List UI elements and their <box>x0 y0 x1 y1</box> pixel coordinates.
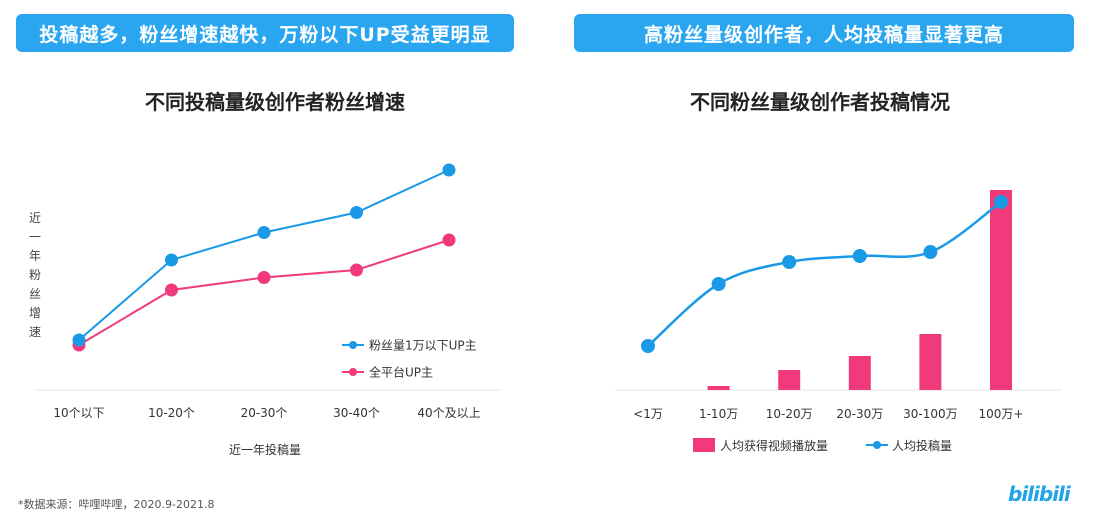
data-point <box>257 271 271 284</box>
x-tick-label: 30-100万 <box>903 407 958 421</box>
data-point <box>165 283 178 297</box>
x-tick-label: <1万 <box>633 407 663 421</box>
data-point <box>350 206 363 219</box>
data-point <box>350 263 363 277</box>
y-axis-label-char: 近 <box>29 211 41 225</box>
data-point <box>442 233 456 247</box>
y-axis-label-char: 丝 <box>29 287 41 301</box>
x-tick-label: 40个及以上 <box>417 406 480 420</box>
banner-left: 投稿越多，粉丝增速越快，万粉以下UP受益更明显 <box>16 14 514 52</box>
series-line <box>647 200 1002 347</box>
series-line <box>78 169 450 341</box>
y-axis-label-char: 增 <box>29 306 41 320</box>
chart-title-left: 不同投稿量级创作者粉丝增速 <box>145 90 405 114</box>
bilibili-logo: bilibili <box>1008 482 1071 506</box>
x-axis-label: 近一年投稿量 <box>229 442 301 457</box>
bar <box>848 356 871 390</box>
x-tick-label: 100万+ <box>979 407 1024 421</box>
data-point <box>994 195 1008 209</box>
data-point <box>923 245 938 259</box>
data-point <box>72 338 86 352</box>
bar <box>919 334 942 390</box>
y-axis-label-char: 粉 <box>29 268 41 282</box>
data-point <box>711 277 726 291</box>
data-point <box>165 253 178 267</box>
bar <box>707 386 730 390</box>
data-point <box>641 339 655 353</box>
x-tick-label: 30-40个 <box>333 406 380 420</box>
series-line <box>78 239 450 346</box>
chart-title-right: 不同粉丝量级创作者投稿情况 <box>690 90 950 114</box>
y-axis-label-char: 年 <box>29 249 41 263</box>
legend-marker <box>349 368 357 376</box>
legend-label: 粉丝量1万以下UP主 <box>369 339 477 353</box>
data-point <box>72 333 86 347</box>
legend-marker <box>693 438 715 452</box>
x-tick-label: 10-20个 <box>148 406 195 420</box>
banner-right: 高粉丝量级创作者，人均投稿量显著更高 <box>574 14 1074 52</box>
legend-label: 人均获得视频播放量 <box>720 438 828 453</box>
legend-marker <box>873 441 881 449</box>
data-point <box>442 163 456 177</box>
data-point <box>782 255 797 269</box>
y-axis-label-char: 一 <box>29 230 41 244</box>
bar <box>990 190 1012 390</box>
x-tick-label: 20-30万 <box>836 407 883 421</box>
footnote: *数据来源：哔哩哔哩，2020.9-2021.8 <box>18 498 215 511</box>
x-tick-label: 10个以下 <box>53 406 104 420</box>
y-axis-label-char: 速 <box>29 325 41 339</box>
data-point <box>852 249 867 263</box>
legend-marker <box>349 341 357 349</box>
data-point <box>257 226 271 239</box>
x-tick-label: 10-20万 <box>766 407 813 421</box>
x-tick-label: 1-10万 <box>699 407 738 421</box>
bar <box>778 370 801 390</box>
legend-label: 人均投稿量 <box>892 438 952 453</box>
legend-label: 全平台UP主 <box>369 365 433 380</box>
x-tick-label: 20-30个 <box>241 406 288 420</box>
